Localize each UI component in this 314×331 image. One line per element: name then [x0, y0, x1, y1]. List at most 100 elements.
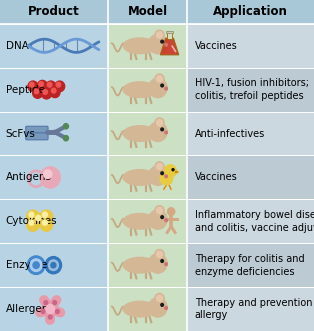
Circle shape — [50, 87, 60, 98]
Circle shape — [29, 212, 34, 217]
Text: HIV-1, fusion inhibitors;
colitis, trefoil peptides: HIV-1, fusion inhibitors; colitis, trefo… — [195, 78, 309, 101]
Circle shape — [149, 122, 167, 142]
Circle shape — [149, 298, 167, 317]
Circle shape — [155, 162, 164, 171]
Circle shape — [161, 84, 164, 87]
Circle shape — [40, 167, 60, 188]
Bar — [0, 243, 108, 287]
Circle shape — [56, 309, 59, 313]
FancyBboxPatch shape — [26, 126, 48, 133]
Ellipse shape — [123, 82, 156, 97]
Circle shape — [34, 89, 39, 94]
Circle shape — [165, 43, 167, 46]
Circle shape — [45, 257, 62, 274]
Circle shape — [43, 90, 47, 94]
Circle shape — [157, 76, 162, 82]
Circle shape — [157, 208, 162, 213]
Bar — [108, 243, 187, 287]
Circle shape — [155, 206, 164, 215]
Circle shape — [165, 175, 167, 178]
Circle shape — [42, 220, 47, 225]
Ellipse shape — [123, 126, 156, 141]
Circle shape — [34, 213, 46, 227]
Ellipse shape — [123, 213, 156, 229]
Bar — [0, 199, 108, 243]
Circle shape — [161, 260, 164, 262]
Ellipse shape — [160, 173, 173, 185]
Circle shape — [48, 260, 58, 270]
Bar — [187, 24, 314, 68]
Circle shape — [167, 208, 175, 215]
Text: Application: Application — [213, 5, 288, 19]
Bar — [108, 112, 187, 156]
Text: Therapy for colitis and
enzyme deficiencies: Therapy for colitis and enzyme deficienc… — [195, 254, 304, 277]
Circle shape — [165, 165, 176, 177]
Circle shape — [40, 210, 53, 223]
Circle shape — [165, 219, 167, 222]
Circle shape — [39, 82, 43, 86]
Circle shape — [149, 34, 167, 54]
Bar — [167, 32, 172, 39]
Circle shape — [155, 250, 164, 259]
Circle shape — [40, 218, 53, 231]
Bar — [0, 68, 108, 112]
Circle shape — [63, 135, 68, 141]
Text: Enzymes: Enzymes — [6, 260, 52, 270]
Bar — [187, 68, 314, 112]
Circle shape — [155, 30, 164, 40]
Circle shape — [44, 170, 52, 178]
Circle shape — [48, 315, 52, 319]
Bar — [187, 287, 314, 331]
Circle shape — [41, 309, 45, 313]
Circle shape — [46, 81, 56, 92]
Text: Model: Model — [127, 5, 168, 19]
Bar — [108, 156, 187, 199]
Text: Peptide: Peptide — [6, 85, 45, 95]
Bar — [0, 156, 108, 199]
Bar — [187, 199, 314, 243]
Circle shape — [155, 293, 164, 303]
Text: Antigens: Antigens — [6, 172, 51, 182]
Bar — [187, 156, 314, 199]
Circle shape — [46, 305, 55, 314]
Circle shape — [29, 220, 34, 225]
Circle shape — [55, 81, 65, 92]
Circle shape — [161, 128, 164, 131]
Ellipse shape — [123, 38, 156, 54]
FancyBboxPatch shape — [26, 133, 48, 140]
Ellipse shape — [123, 301, 156, 317]
Circle shape — [56, 82, 61, 87]
Circle shape — [27, 256, 45, 274]
Circle shape — [63, 123, 68, 129]
Text: Anti-infectives: Anti-infectives — [195, 128, 265, 139]
Bar — [187, 112, 314, 156]
Text: Therapy and prevention of
allergy: Therapy and prevention of allergy — [195, 298, 314, 320]
Circle shape — [42, 212, 47, 217]
Circle shape — [161, 216, 164, 218]
Circle shape — [165, 131, 167, 134]
Text: Product: Product — [28, 5, 80, 19]
Circle shape — [165, 307, 167, 309]
Bar — [0, 0, 314, 24]
Circle shape — [149, 254, 167, 273]
Bar — [108, 68, 187, 112]
Circle shape — [165, 87, 167, 90]
Circle shape — [51, 88, 56, 93]
Circle shape — [165, 263, 167, 265]
Bar — [108, 199, 187, 243]
Circle shape — [27, 218, 39, 231]
Circle shape — [33, 262, 39, 268]
Circle shape — [149, 78, 167, 98]
Circle shape — [30, 82, 34, 87]
Text: Cytokines: Cytokines — [6, 216, 57, 226]
Text: ScFvs: ScFvs — [6, 128, 35, 139]
Circle shape — [155, 118, 164, 128]
Circle shape — [149, 166, 167, 185]
Circle shape — [157, 119, 162, 126]
Circle shape — [41, 88, 51, 99]
Circle shape — [157, 32, 162, 38]
Circle shape — [157, 164, 162, 170]
Circle shape — [36, 215, 41, 221]
Bar — [187, 243, 314, 287]
Circle shape — [53, 301, 57, 305]
